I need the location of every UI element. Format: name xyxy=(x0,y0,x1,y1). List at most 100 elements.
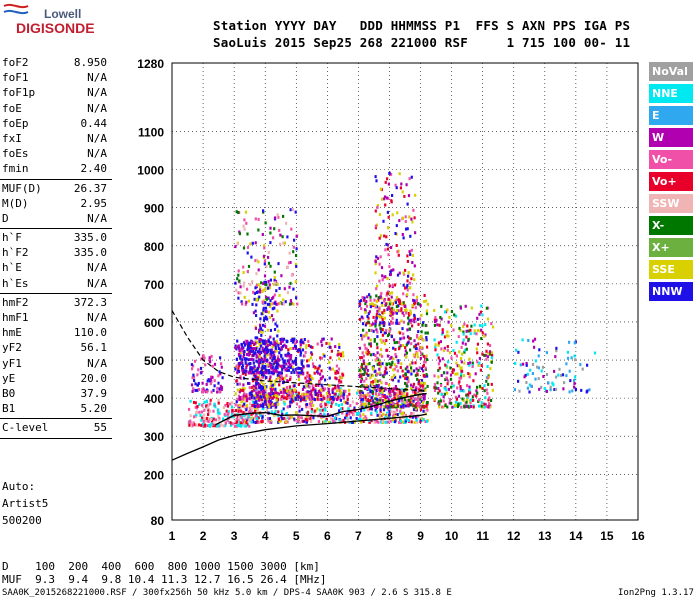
echo-point xyxy=(375,316,378,320)
echo-point xyxy=(374,303,377,307)
param-value: 372.3 xyxy=(73,295,107,309)
echo-point xyxy=(386,348,389,352)
legend-item: Vo+ xyxy=(649,172,693,191)
echo-point xyxy=(441,332,444,336)
echo-point xyxy=(446,405,449,409)
echo-point xyxy=(421,401,425,405)
echo-point xyxy=(462,324,465,328)
echo-point xyxy=(348,392,351,396)
echo-point xyxy=(254,414,257,418)
echo-point xyxy=(254,410,257,413)
echo-point xyxy=(236,277,239,281)
echo-point xyxy=(433,382,436,386)
echo-point xyxy=(372,322,375,326)
echo-point xyxy=(406,398,409,402)
echo-point xyxy=(380,414,383,418)
echo-point xyxy=(248,418,251,422)
echo-point xyxy=(256,408,259,412)
echo-point xyxy=(415,298,418,302)
param-value: 110.0 xyxy=(73,326,107,340)
echo-point xyxy=(416,377,419,381)
echo-point xyxy=(258,340,261,344)
y-tick-label: 1000 xyxy=(137,164,164,178)
echo-point xyxy=(237,416,241,420)
echo-point xyxy=(289,389,292,393)
echo-point xyxy=(245,408,248,412)
echo-point xyxy=(463,350,466,354)
x-tick-label: 8 xyxy=(386,529,393,543)
echo-point xyxy=(443,335,447,339)
echo-point xyxy=(265,297,269,301)
y-tick-label: 200 xyxy=(144,468,164,482)
echo-point xyxy=(234,367,237,371)
echo-point xyxy=(264,359,267,363)
echo-point xyxy=(396,250,399,254)
echo-point xyxy=(374,324,377,328)
echo-point xyxy=(290,397,293,401)
echo-point xyxy=(335,402,338,406)
echo-point xyxy=(483,334,486,338)
echo-point xyxy=(588,388,591,392)
echo-point xyxy=(301,359,304,363)
echo-point xyxy=(237,211,240,214)
echo-point xyxy=(363,408,366,412)
y-tick-label: 1280 xyxy=(137,57,164,71)
echo-point xyxy=(568,369,571,373)
echo-point xyxy=(226,404,230,408)
echo-point xyxy=(401,190,404,194)
echo-point xyxy=(457,335,460,339)
echo-point xyxy=(347,407,350,411)
echo-point xyxy=(433,323,436,327)
echo-point xyxy=(407,418,410,422)
echo-point xyxy=(253,351,257,355)
param-name: foF1 xyxy=(2,71,29,85)
echo-point xyxy=(387,182,390,186)
echo-point xyxy=(402,374,405,378)
echo-point xyxy=(287,348,290,352)
echo-point xyxy=(349,420,352,424)
echo-point xyxy=(398,347,401,351)
echo-point xyxy=(238,347,241,351)
echo-point xyxy=(460,360,463,364)
echo-point xyxy=(297,419,300,423)
echo-point xyxy=(385,395,388,399)
echo-point xyxy=(264,354,267,358)
echo-points xyxy=(187,171,597,428)
echo-point xyxy=(338,394,341,398)
echo-point xyxy=(346,417,350,421)
echo-point xyxy=(376,346,379,350)
echo-point xyxy=(387,405,390,409)
echo-point xyxy=(422,354,425,358)
logo-line2: DIGISONDE xyxy=(16,20,95,36)
echo-point xyxy=(365,372,368,376)
echo-point xyxy=(338,357,341,361)
echo-point xyxy=(236,417,239,421)
echo-point xyxy=(378,401,381,405)
param-name: h`F xyxy=(2,231,22,245)
echo-point xyxy=(273,227,276,231)
param-value: 2.95 xyxy=(80,196,108,210)
echo-point xyxy=(380,330,383,334)
echo-point xyxy=(264,385,267,389)
echo-point xyxy=(416,373,419,377)
echo-point xyxy=(458,364,461,368)
param-divider xyxy=(0,228,112,230)
echo-point xyxy=(488,344,492,347)
echo-point xyxy=(282,241,285,245)
echo-point xyxy=(422,374,425,377)
echo-point xyxy=(196,388,199,392)
echo-point xyxy=(263,324,267,328)
echo-point xyxy=(446,345,449,348)
echo-point xyxy=(528,390,531,394)
echo-point xyxy=(433,309,436,312)
echo-point xyxy=(449,398,452,402)
echo-point xyxy=(337,352,340,356)
echo-point xyxy=(310,420,313,423)
echo-point xyxy=(387,226,390,230)
echo-point xyxy=(416,420,419,424)
echo-point xyxy=(388,292,391,296)
echo-point xyxy=(255,298,258,302)
echo-point xyxy=(217,381,220,385)
echo-point xyxy=(413,369,416,373)
echo-point xyxy=(361,322,365,326)
